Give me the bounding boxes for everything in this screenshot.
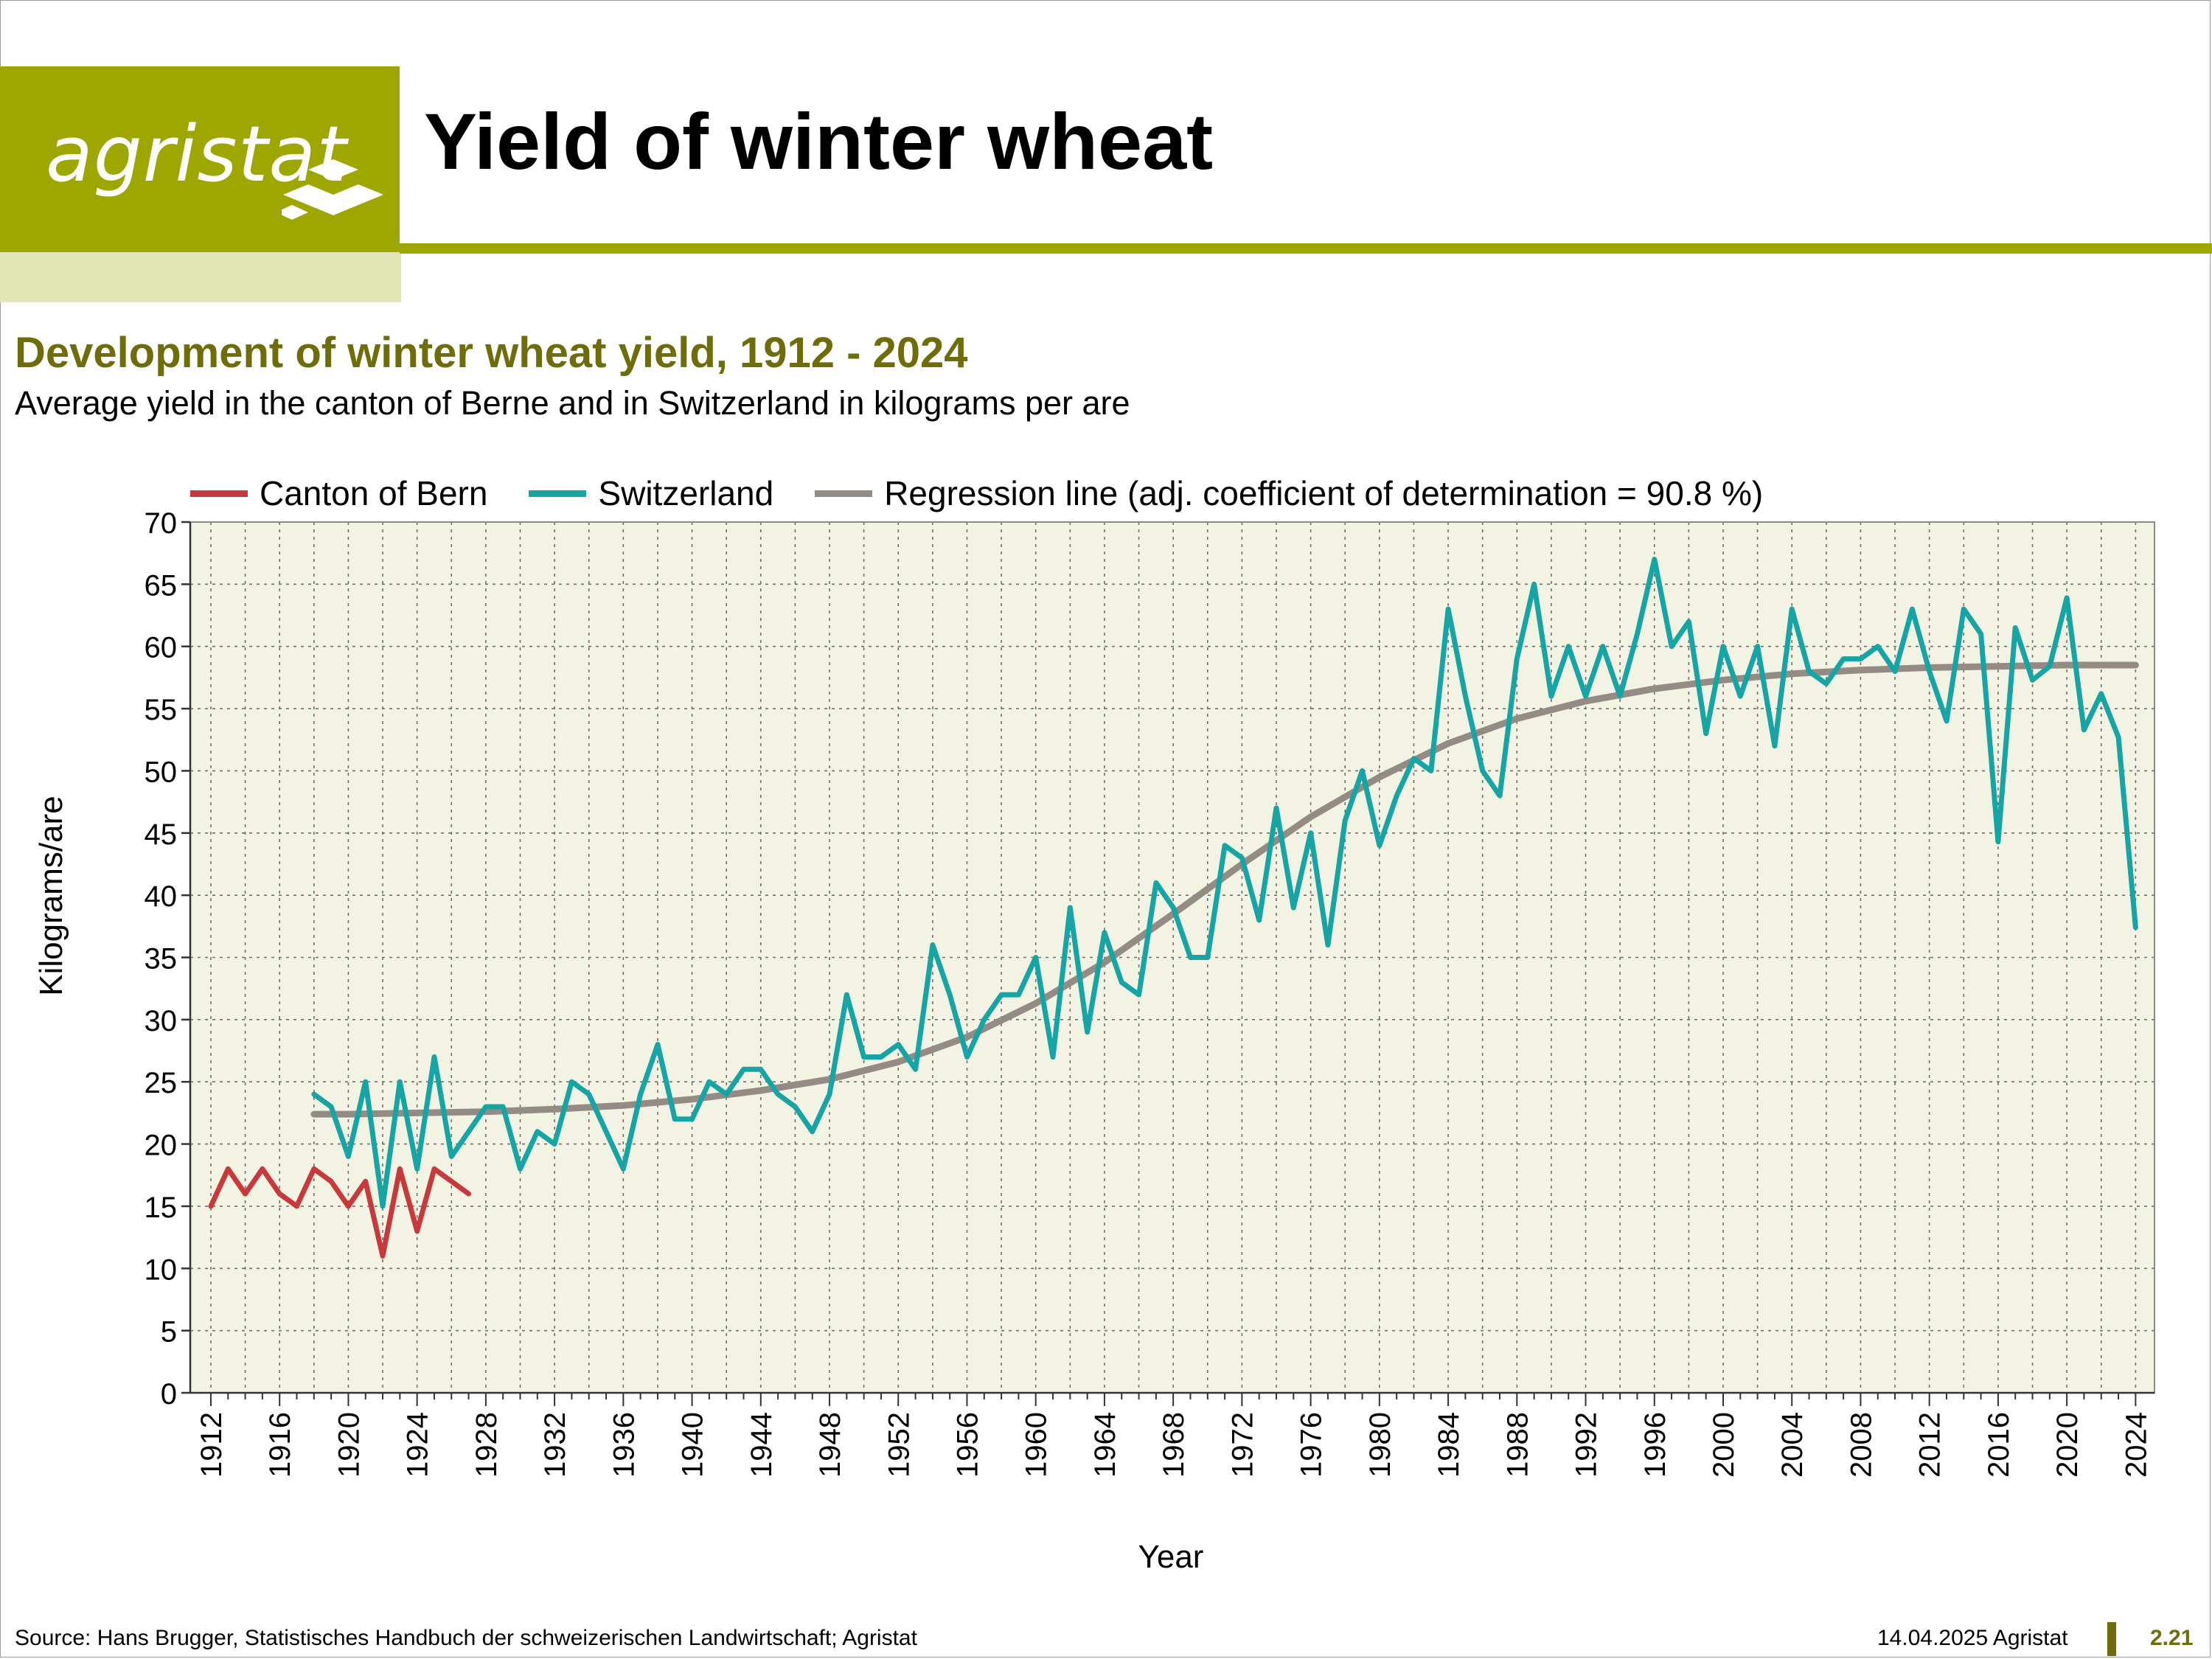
logo-wordmark: agristat: [46, 109, 347, 199]
chart-title: Development of winter wheat yield, 1912 …: [15, 329, 968, 377]
x-tick-label: 1976: [1295, 1412, 1328, 1478]
source-note: Source: Hans Brugger, Statistisches Hand…: [15, 1626, 917, 1650]
legend-swatch-regression: [815, 490, 873, 497]
x-tick-label: 1972: [1226, 1412, 1259, 1478]
x-tick-label: 1940: [677, 1412, 709, 1478]
page-number: 2.21: [2150, 1626, 2194, 1650]
legend-label-bern: Canton of Bern: [260, 474, 488, 512]
logo-diamond-icon: [282, 159, 383, 220]
legend-item-switzerland: Switzerland: [529, 473, 773, 513]
x-axis-label: Year: [1138, 1539, 1204, 1575]
y-tick-label: 45: [145, 818, 178, 851]
x-tick-label: 2004: [1776, 1412, 1809, 1478]
x-tick-label: 1944: [745, 1412, 778, 1478]
x-tick-label: 1956: [951, 1412, 984, 1478]
page-title: Yield of winter wheat: [424, 97, 1214, 186]
x-tick-label: 1992: [1571, 1412, 1603, 1478]
x-tick-label: 1932: [539, 1412, 571, 1478]
legend-swatch-switzerland: [529, 490, 587, 497]
y-tick-label: 5: [161, 1316, 177, 1349]
y-tick-label: 25: [145, 1067, 178, 1099]
x-tick-label: 1924: [402, 1412, 434, 1478]
footer-divider: [2107, 1622, 2116, 1656]
x-tick-label: 2024: [2120, 1412, 2152, 1478]
legend-item-regression: Regression line (adj. coefficient of det…: [815, 473, 1763, 513]
y-tick-label: 0: [161, 1378, 177, 1411]
series-line-regression: [310, 661, 2139, 1118]
x-tick-label: 1952: [883, 1412, 915, 1478]
x-tick-label: 2020: [2051, 1412, 2084, 1478]
x-tick-label: 1912: [195, 1412, 228, 1478]
chart-subtitle: Average yield in the canton of Berne and…: [15, 384, 1130, 422]
x-tick-label: 1936: [608, 1412, 640, 1478]
header-rule: [400, 243, 2212, 254]
legend-label-regression: Regression line (adj. coefficient of det…: [884, 474, 1764, 512]
x-tick-label: 1960: [1020, 1412, 1053, 1478]
y-tick-label: 50: [145, 756, 178, 788]
x-tick-label: 1968: [1158, 1412, 1190, 1478]
x-tick-label: 1984: [1433, 1412, 1465, 1478]
x-tick-label: 1988: [1501, 1412, 1534, 1478]
x-tick-label: 1920: [333, 1412, 365, 1478]
y-tick-label: 65: [145, 569, 178, 602]
x-tick-label: 2000: [1708, 1412, 1740, 1478]
y-tick-label: 10: [145, 1253, 178, 1286]
x-tick-label: 2016: [1983, 1412, 2015, 1478]
legend-label-switzerland: Switzerland: [598, 474, 774, 512]
series-line-bern: [208, 1166, 472, 1259]
x-tick-label: 1964: [1089, 1412, 1121, 1478]
y-tick-label: 40: [145, 880, 178, 913]
x-tick-label: 1916: [264, 1412, 296, 1478]
x-tick-label: 2008: [1845, 1412, 1877, 1478]
x-tick-label: 1996: [1639, 1412, 1672, 1478]
y-axis-label: Kilograms/are: [33, 796, 69, 996]
legend-item-bern: Canton of Bern: [190, 473, 487, 513]
y-tick-label: 60: [145, 632, 178, 664]
legend-swatch-bern: [190, 490, 248, 497]
x-tick-label: 1980: [1364, 1412, 1397, 1478]
footer-date: 14.04.2025 Agristat: [1877, 1626, 2068, 1650]
y-tick-label: 15: [145, 1192, 178, 1224]
agristat-logo: [0, 66, 400, 252]
x-tick-label: 2012: [1914, 1412, 1947, 1478]
x-tick-label: 1928: [470, 1412, 503, 1478]
logo-underlay: [0, 252, 401, 302]
chart-legend: Canton of Bern Switzerland Regression li…: [190, 473, 1804, 513]
series-line-switzerland: [311, 557, 2138, 1209]
y-tick-label: 35: [145, 943, 178, 975]
y-tick-label: 70: [145, 507, 178, 540]
y-tick-label: 30: [145, 1005, 178, 1037]
y-tick-label: 55: [145, 694, 178, 726]
x-tick-label: 1948: [814, 1412, 846, 1478]
y-tick-label: 20: [145, 1130, 178, 1162]
